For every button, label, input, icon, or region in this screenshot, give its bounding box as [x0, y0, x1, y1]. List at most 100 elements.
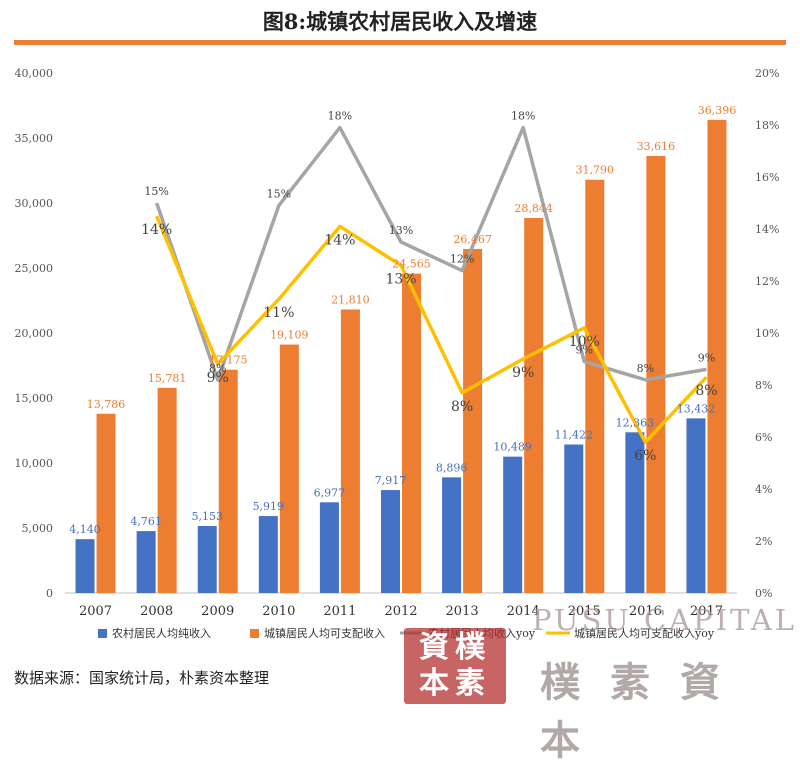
pusu-cjk-watermark: 樸素資本 — [540, 659, 750, 764]
urban-income-label: 26,467 — [453, 233, 492, 246]
y-right-tick-label: 16% — [755, 171, 779, 184]
urban-income-bar — [707, 119, 727, 594]
rural-yoy-label: 8% — [637, 362, 654, 375]
rural-yoy-label: 12% — [450, 253, 474, 266]
rural-yoy-label: 15% — [267, 188, 291, 201]
urban-income-label: 28,844 — [514, 202, 553, 215]
rural-income-label: 4,140 — [69, 523, 101, 536]
urban-income-label: 17,175 — [209, 354, 248, 367]
urban-income-label: 21,810 — [331, 293, 370, 306]
y-left-tick-label: 35,000 — [15, 132, 54, 145]
rural-income-label: 6,977 — [314, 486, 346, 499]
y-right-tick-label: 10% — [755, 327, 779, 340]
legend-rural-income-swatch — [98, 629, 107, 638]
urban-yoy-label: 13% — [385, 271, 416, 287]
rural-income-bar — [503, 456, 523, 593]
y-right-tick-label: 18% — [755, 119, 779, 132]
rural-income-label: 7,917 — [375, 474, 407, 487]
x-tick-label: 2017 — [690, 604, 723, 619]
x-tick-label: 2010 — [262, 604, 295, 619]
urban-yoy-label: 14% — [141, 222, 172, 238]
y-left-tick-label: 0 — [46, 587, 53, 600]
rural-yoy-label: 18% — [511, 110, 535, 123]
urban-income-bar — [218, 369, 238, 593]
rural-income-bar — [258, 516, 278, 593]
y-left-tick-label: 20,000 — [15, 327, 54, 340]
rural-income-bar — [319, 502, 339, 593]
rural-income-bar — [197, 526, 217, 593]
rural-income-bar — [136, 531, 156, 593]
urban-yoy-line — [155, 215, 708, 444]
pusu-capital-watermark: PUSU CAPITAL — [532, 603, 798, 637]
pusu-seal-watermark: 資樸本素 — [404, 628, 506, 704]
y-left-tick-label: 30,000 — [15, 197, 54, 210]
urban-income-bar — [279, 344, 299, 593]
title-underline — [14, 40, 786, 45]
y-right-tick-label: 2% — [755, 535, 772, 548]
y-right-tick-label: 4% — [755, 483, 772, 496]
y-left-tick-label: 15,000 — [15, 392, 54, 405]
urban-income-label: 13,786 — [87, 398, 126, 411]
legend-urban-income-swatch — [250, 629, 259, 638]
urban-income-label: 24,565 — [392, 258, 431, 271]
x-tick-label: 2011 — [323, 604, 356, 619]
legend-urban-yoy: 城镇居民人均可支配收入yoy — [574, 626, 715, 640]
rural-income-label: 5,153 — [191, 510, 223, 523]
rural-income-bar — [564, 444, 584, 593]
urban-yoy-label: 9% — [207, 370, 229, 386]
rural-income-label: 10,489 — [493, 441, 532, 454]
y-right-tick-label: 8% — [755, 379, 772, 392]
rural-income-label: 4,761 — [130, 515, 162, 528]
legend-urban-income: 城镇居民人均可支配收入 — [264, 626, 385, 640]
urban-income-label: 15,781 — [148, 372, 187, 385]
urban-income-bar — [157, 387, 177, 593]
urban-yoy-label: 10% — [569, 334, 600, 350]
rural-yoy-line — [154, 125, 707, 382]
rural-income-bar — [686, 418, 706, 593]
urban-income-label: 19,109 — [270, 329, 309, 342]
urban-yoy-label: 9% — [512, 365, 534, 381]
urban-yoy-label: 11% — [263, 305, 294, 321]
rural-yoy-label: 15% — [144, 185, 168, 198]
y-left-tick-label: 5,000 — [22, 522, 54, 535]
y-left-tick-label: 25,000 — [15, 262, 54, 275]
rural-income-label: 11,422 — [555, 429, 594, 442]
rural-income-label: 8,896 — [436, 461, 468, 474]
urban-income-label: 36,396 — [698, 104, 737, 117]
x-tick-label: 2012 — [384, 604, 417, 619]
rural-income-label: 5,919 — [253, 500, 285, 513]
y-left-tick-label: 40,000 — [15, 67, 54, 80]
urban-income-label: 31,790 — [576, 164, 615, 177]
x-tick-label: 2013 — [446, 604, 479, 619]
legend-rural-income: 农村居民人均纯收入 — [112, 626, 211, 640]
urban-income-bar — [585, 179, 605, 594]
y-right-tick-label: 12% — [755, 275, 779, 288]
rural-yoy-label: 9% — [576, 344, 593, 357]
urban-income-bar — [463, 248, 483, 593]
data-source-note: 数据来源：国家统计局，朴素资本整理 — [14, 669, 270, 687]
income-chart: 0 5,000 10,000 15,000 20,000 25,000 30,000 35,0… — [15, 67, 780, 640]
y-right-tick-label: 6% — [755, 431, 772, 444]
y-right-tick-label: 20% — [755, 67, 779, 80]
urban-income-bar — [402, 273, 421, 593]
urban-yoy-label: 6% — [634, 448, 656, 464]
x-tick-label: 2016 — [629, 604, 662, 619]
y-right-tick-label: 14% — [755, 223, 779, 236]
rural-yoy-label: 9% — [698, 351, 715, 364]
rural-yoy-label: 13% — [389, 224, 413, 237]
rural-income-label: 12,363 — [616, 416, 655, 429]
x-tick-label: 2008 — [140, 604, 173, 619]
rural-income-bar — [442, 477, 462, 593]
rural-income-bar — [625, 432, 645, 593]
urban-income-label: 33,616 — [637, 140, 676, 153]
rural-income-bar — [381, 490, 400, 593]
urban-yoy-label: 14% — [324, 232, 355, 248]
rural-yoy-label: 8% — [209, 362, 226, 375]
rural-income-label: 13,432 — [677, 402, 716, 415]
x-tick-label: 2015 — [568, 604, 601, 619]
urban-income-bar — [340, 309, 360, 593]
y-left-tick-label: 10,000 — [15, 457, 54, 470]
urban-income-bar — [524, 218, 544, 593]
x-tick-label: 2007 — [79, 604, 112, 619]
urban-income-bar — [96, 413, 116, 593]
